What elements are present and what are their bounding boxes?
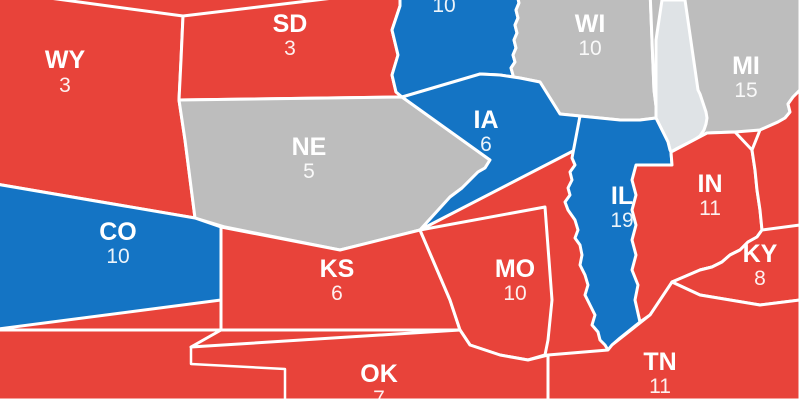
svg-text:10: 10 xyxy=(432,0,455,17)
svg-text:15: 15 xyxy=(734,79,757,102)
svg-text:10: 10 xyxy=(578,37,601,60)
svg-text:10: 10 xyxy=(503,282,526,305)
svg-text:MI: MI xyxy=(732,52,760,80)
svg-text:IL: IL xyxy=(611,182,633,210)
svg-text:11: 11 xyxy=(649,375,671,398)
svg-text:7: 7 xyxy=(373,387,385,400)
svg-text:5: 5 xyxy=(303,160,315,183)
svg-text:TN: TN xyxy=(643,348,676,376)
svg-text:3: 3 xyxy=(284,37,296,60)
svg-text:IA: IA xyxy=(474,106,499,134)
svg-text:6: 6 xyxy=(331,282,343,305)
svg-text:19: 19 xyxy=(610,209,633,232)
svg-text:IN: IN xyxy=(698,170,723,198)
svg-text:11: 11 xyxy=(699,197,721,220)
svg-text:NE: NE xyxy=(292,133,327,161)
svg-text:KY: KY xyxy=(743,240,778,268)
svg-text:WI: WI xyxy=(575,10,606,38)
svg-text:10: 10 xyxy=(106,245,129,268)
svg-text:WY: WY xyxy=(45,46,86,74)
svg-text:KS: KS xyxy=(320,255,355,283)
svg-text:SD: SD xyxy=(273,10,308,38)
svg-text:8: 8 xyxy=(754,267,766,290)
svg-text:6: 6 xyxy=(480,133,492,156)
svg-text:MO: MO xyxy=(495,255,535,283)
svg-text:CO: CO xyxy=(99,218,137,246)
svg-text:3: 3 xyxy=(59,74,71,97)
svg-text:OK: OK xyxy=(360,360,398,388)
